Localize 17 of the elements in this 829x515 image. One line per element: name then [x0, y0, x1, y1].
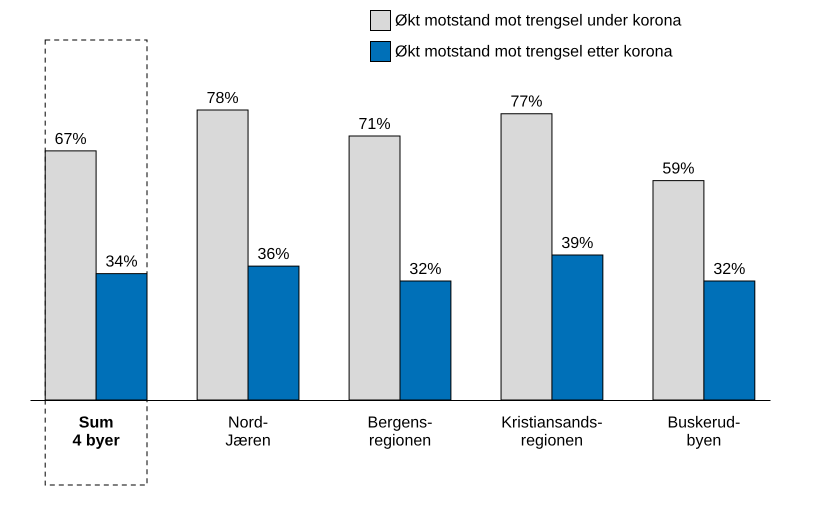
- data-label: 77%: [510, 94, 543, 111]
- data-label: 32%: [713, 261, 746, 278]
- data-label: 71%: [358, 116, 391, 134]
- data-label: 34%: [106, 254, 138, 271]
- x-tick-label: Buskerud- byen: [667, 414, 740, 450]
- x-tick-label: Kristiansands- regionen: [501, 414, 603, 450]
- data-label: 59%: [662, 160, 694, 178]
- data-label: 67%: [54, 130, 87, 148]
- x-tick-label: Nord- Jæren: [225, 414, 271, 450]
- legend-label: Økt motstand mot trengsel etter korona: [395, 44, 673, 60]
- data-label: 78%: [206, 90, 239, 107]
- data-label: 36%: [257, 246, 290, 264]
- x-tick-label: Sum 4 byer: [72, 414, 120, 450]
- data-label: 39%: [561, 235, 594, 252]
- data-label: 32%: [409, 261, 442, 278]
- legend-label: Økt motstand mot trengsel under korona: [395, 12, 682, 30]
- x-tick-label: Bergens- regionen: [368, 414, 432, 450]
